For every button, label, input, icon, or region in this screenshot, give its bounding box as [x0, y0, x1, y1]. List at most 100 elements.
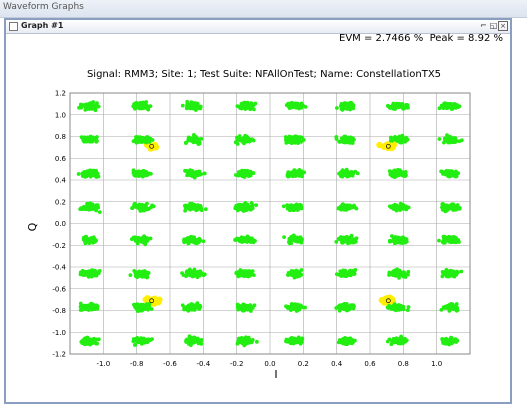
constellation-point: [406, 205, 411, 210]
constellation-point: [195, 206, 200, 211]
constellation-point: [249, 201, 254, 205]
constellation-point: [294, 239, 299, 244]
constellation-point: [131, 168, 136, 173]
x-tick-label: 0.8: [398, 360, 409, 368]
x-tick-label: -1.0: [96, 360, 110, 368]
graph-select-checkbox[interactable]: [9, 22, 18, 31]
constellation-point: [289, 241, 294, 246]
constellation-point: [249, 305, 254, 310]
constellation-point: [137, 307, 142, 312]
constellation-point: [144, 103, 148, 108]
constellation-point: [247, 273, 252, 278]
constellation-point: [190, 338, 194, 343]
constellation-point: [394, 307, 399, 312]
constellation-point: [135, 140, 139, 145]
constellation-point: [193, 106, 198, 111]
constellation-point: [130, 206, 135, 210]
constellation-point: [93, 204, 98, 209]
constellation-point: [337, 139, 342, 144]
constellation-point: [394, 174, 399, 178]
y-tick-label: 0.4: [55, 177, 67, 185]
constellation-point: [290, 105, 294, 110]
constellation-point: [303, 104, 308, 109]
constellation-point: [296, 103, 301, 108]
constellation-point: [402, 205, 406, 210]
constellation-point: [196, 103, 200, 108]
constellation-point: [339, 103, 344, 108]
constellation-point: [84, 137, 89, 141]
constellation-point: [290, 173, 295, 178]
constellation-point: [397, 275, 401, 280]
constellation-point: [442, 136, 447, 141]
constellation-point: [351, 106, 356, 111]
constellation-point: [198, 269, 203, 274]
constellation-point: [392, 103, 397, 108]
constellation-point: [146, 307, 150, 312]
y-tick-label: 0.8: [55, 133, 66, 141]
constellation-point: [144, 205, 148, 210]
constellation-point: [240, 169, 244, 174]
constellation-point: [94, 175, 99, 179]
constellation-point: [198, 204, 203, 209]
y-tick-label: 0.0: [55, 220, 66, 228]
constellation-point: [350, 269, 355, 273]
constellation-point: [291, 237, 296, 242]
constellation-point: [403, 275, 408, 279]
minimize-button[interactable]: ⌐: [480, 21, 487, 30]
constellation-point: [405, 105, 410, 110]
constellation-point: [297, 138, 302, 143]
constellation-point: [188, 238, 193, 243]
constellation-point: [444, 205, 449, 209]
constellation-point: [334, 306, 339, 310]
constellation-point: [403, 174, 408, 179]
constellation-point: [235, 341, 240, 346]
constellation-point: [83, 239, 88, 244]
constellation-point: [437, 238, 441, 243]
constellation-point: [134, 101, 139, 105]
constellation-point: [388, 138, 393, 143]
constellation-point: [440, 338, 445, 343]
plot-border: [69, 92, 471, 355]
constellation-point: [184, 305, 189, 309]
constellation-point: [139, 238, 143, 243]
constellation-point: [239, 106, 244, 111]
constellation-point: [140, 136, 145, 141]
constellation-point: [457, 139, 462, 144]
constellation-point: [399, 102, 404, 107]
close-button[interactable]: ×: [498, 21, 508, 31]
constellation-point: [452, 140, 457, 144]
graph-window: Graph #1 ⌐ ◱ × EVM = 2.7466 % Peak = 8.9…: [4, 18, 512, 404]
constellation-point: [81, 138, 86, 143]
constellation-point: [289, 203, 294, 208]
constellation-point: [403, 170, 408, 174]
constellation-point: [249, 340, 254, 345]
constellation-point: [335, 106, 339, 110]
constellation-point: [401, 306, 406, 311]
x-tick-label: -0.4: [196, 360, 210, 368]
constellation-point: [396, 238, 401, 243]
constellation-point: [136, 171, 140, 176]
constellation-point: [338, 237, 342, 242]
constellation-point: [89, 170, 94, 175]
constellation-point: [396, 341, 401, 345]
constellation-point: [343, 103, 347, 108]
maximize-button[interactable]: ◱: [489, 21, 498, 30]
constellation-point: [233, 173, 238, 177]
constellation-point: [388, 172, 393, 177]
constellation-point: [134, 136, 139, 141]
constellation-point: [148, 171, 153, 176]
constellation-point: [96, 337, 101, 342]
constellation-point: [95, 135, 99, 139]
constellation-point: [137, 269, 142, 274]
constellation-point: [298, 239, 303, 244]
constellation-point: [291, 337, 296, 342]
constellation-point: [89, 274, 94, 279]
constellation-point: [341, 237, 346, 242]
app-titlebar: Waveform Graphs: [0, 0, 527, 18]
constellation-point: [242, 173, 246, 178]
y-tick-label: -1.2: [52, 351, 66, 359]
constellation-point: [451, 270, 456, 275]
constellation-point: [452, 274, 457, 279]
constellation-point: [450, 171, 455, 175]
y-tick-label: -0.8: [52, 307, 66, 315]
